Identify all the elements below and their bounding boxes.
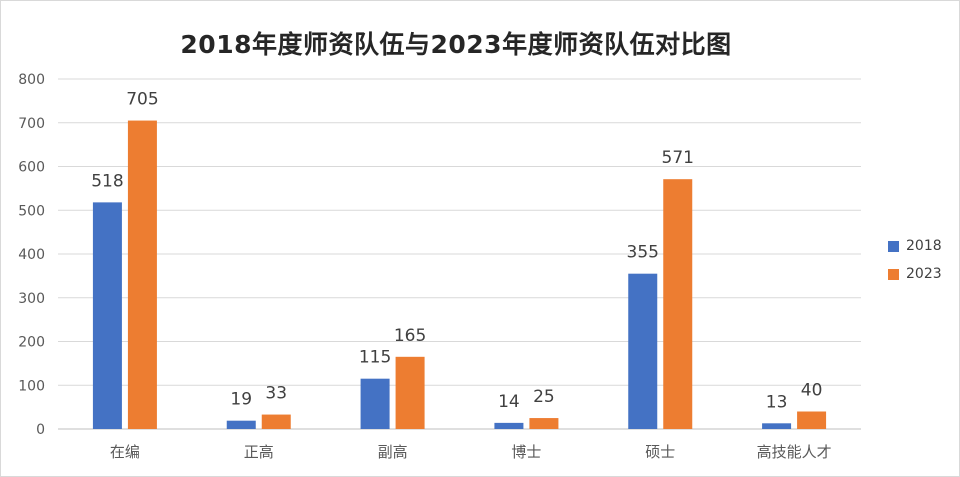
x-tick-label-1: 正高 — [244, 443, 274, 461]
y-tick-label-100: 100 — [18, 378, 45, 394]
y-tick-label-600: 600 — [18, 160, 45, 176]
bar-2023-3 — [529, 418, 559, 429]
data-label-2018-4: 355 — [627, 243, 659, 263]
x-tick-label-3: 博士 — [511, 443, 541, 461]
legend-item-2023: 2023 — [888, 265, 942, 283]
x-tick-label-4: 硕士 — [645, 443, 675, 461]
data-label-2018-3: 14 — [498, 392, 520, 412]
bar-2023-5 — [797, 411, 827, 429]
data-label-2023-0: 705 — [126, 90, 158, 110]
bar-2023-2 — [395, 356, 425, 429]
bar-2018-1 — [226, 420, 256, 429]
x-tick-label-2: 副高 — [378, 443, 408, 461]
legend-label-2023: 2023 — [906, 266, 942, 282]
data-label-2018-0: 518 — [91, 171, 123, 191]
bar-2018-2 — [360, 378, 390, 429]
legend-swatch-2018 — [888, 240, 899, 252]
y-tick-label-500: 500 — [18, 203, 45, 219]
bar-2023-0 — [127, 120, 157, 429]
bar-2018-5 — [762, 423, 792, 429]
legend-item-2018: 2018 — [888, 237, 942, 255]
bar-2023-1 — [261, 414, 291, 429]
data-label-2018-2: 115 — [359, 348, 391, 368]
legend: 2018 2023 — [888, 237, 942, 293]
legend-label-2018: 2018 — [906, 238, 942, 254]
y-tick-label-300: 300 — [18, 291, 45, 307]
legend-swatch-2023 — [888, 268, 899, 280]
x-tick-label-0: 在编 — [110, 443, 140, 461]
data-label-2023-4: 571 — [662, 148, 694, 168]
data-label-2023-2: 165 — [394, 326, 426, 346]
y-tick-label-700: 700 — [18, 116, 45, 132]
y-tick-label-200: 200 — [18, 335, 45, 351]
y-tick-label-0: 0 — [36, 422, 45, 438]
chart-title: 2018年度师资队伍与2023年度师资队伍对比图 — [180, 30, 732, 59]
data-label-2018-1: 19 — [230, 390, 252, 410]
bar-2023-4 — [663, 179, 693, 429]
x-tick-label-5: 高技能人才 — [757, 443, 832, 461]
data-label-2023-3: 25 — [533, 387, 555, 407]
bar-2018-4 — [628, 273, 658, 429]
y-tick-label-800: 800 — [18, 72, 45, 88]
data-label-2023-1: 33 — [265, 384, 287, 404]
data-label-2018-5: 13 — [766, 392, 788, 412]
data-label-2023-5: 40 — [801, 381, 823, 401]
bar-2018-0 — [92, 202, 122, 429]
y-tick-label-400: 400 — [18, 247, 45, 263]
bar-2018-3 — [494, 422, 524, 429]
